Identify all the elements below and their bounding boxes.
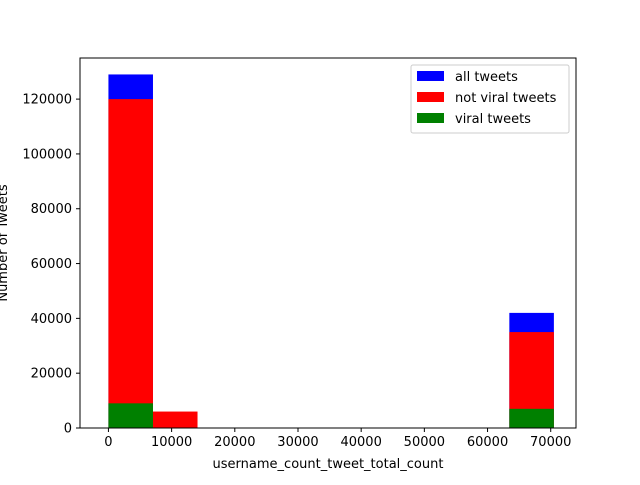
y-tick-label: 60000 bbox=[31, 257, 72, 272]
x-tick-label: 60000 bbox=[467, 435, 508, 450]
legend-box bbox=[410, 64, 570, 134]
y-axis-label: Number of Tweets bbox=[0, 184, 11, 302]
bar-not-viral-tweets-bin-1 bbox=[152, 411, 198, 428]
legend-label: not viral tweets bbox=[455, 91, 557, 106]
x-tick-label: 20000 bbox=[214, 435, 255, 450]
bars-layer bbox=[108, 74, 554, 428]
legend-swatch bbox=[417, 92, 444, 102]
x-tick-label: 10000 bbox=[151, 435, 192, 450]
x-tick-label: 30000 bbox=[277, 435, 318, 450]
x-tick-label: 70000 bbox=[530, 435, 571, 450]
legend-swatch bbox=[417, 113, 444, 123]
bar-viral-tweets-bin-9 bbox=[509, 408, 554, 428]
plot-frame bbox=[79, 57, 577, 429]
legend-items: all tweets not viral tweets viral tweets bbox=[417, 70, 557, 127]
x-axis-label: username_count_tweet_total_count bbox=[213, 457, 444, 472]
x-tick-label: 40000 bbox=[340, 435, 381, 450]
legend-swatch bbox=[417, 71, 444, 81]
bar-not-viral-tweets-bin-0 bbox=[108, 99, 153, 428]
x-tick-label: 0 bbox=[104, 435, 112, 450]
ticks-layer: 0 10000 20000 30000 40000 50000 60000 70000 0 200… bbox=[22, 93, 571, 450]
y-tick-label: 100000 bbox=[22, 147, 72, 162]
legend-label: all tweets bbox=[455, 70, 518, 85]
y-tick-label: 0 bbox=[64, 422, 72, 437]
bar-viral-tweets-bin-0 bbox=[108, 403, 153, 428]
legend: all tweets not viral tweets viral tweets bbox=[410, 64, 570, 134]
y-tick-label: 40000 bbox=[31, 312, 72, 327]
legend-label: viral tweets bbox=[455, 112, 531, 127]
y-tick-label: 120000 bbox=[22, 93, 72, 108]
y-tick-label: 80000 bbox=[31, 202, 72, 217]
y-tick-label: 20000 bbox=[31, 367, 72, 382]
x-tick-label: 50000 bbox=[404, 435, 445, 450]
